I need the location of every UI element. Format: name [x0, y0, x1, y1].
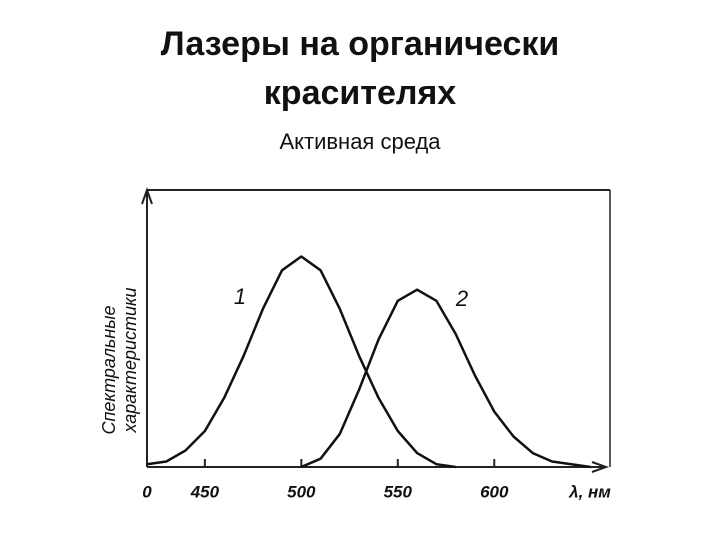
curve-label: 2 [455, 286, 468, 311]
x-tick-label: 450 [190, 482, 220, 501]
x-tick-label: 600 [480, 482, 509, 501]
subtitle: Активная среда [279, 129, 441, 154]
y-arrow [141, 187, 153, 205]
y-axis-label: характеристики [120, 287, 140, 433]
x-tick-label: 500 [287, 482, 316, 501]
series-line [300, 288, 591, 469]
curve-label: 1 [234, 284, 246, 309]
x-axis-label: λ, нм [568, 482, 611, 501]
series-line [146, 255, 456, 469]
title-line: Лазеры на органически [161, 25, 560, 63]
x-arrow [591, 461, 609, 473]
x-tick-label: 550 [384, 482, 413, 501]
title-line: красителях [264, 74, 457, 112]
y-axis-label: Спектральные [99, 305, 119, 434]
x-tick-label: 0 [142, 482, 152, 501]
